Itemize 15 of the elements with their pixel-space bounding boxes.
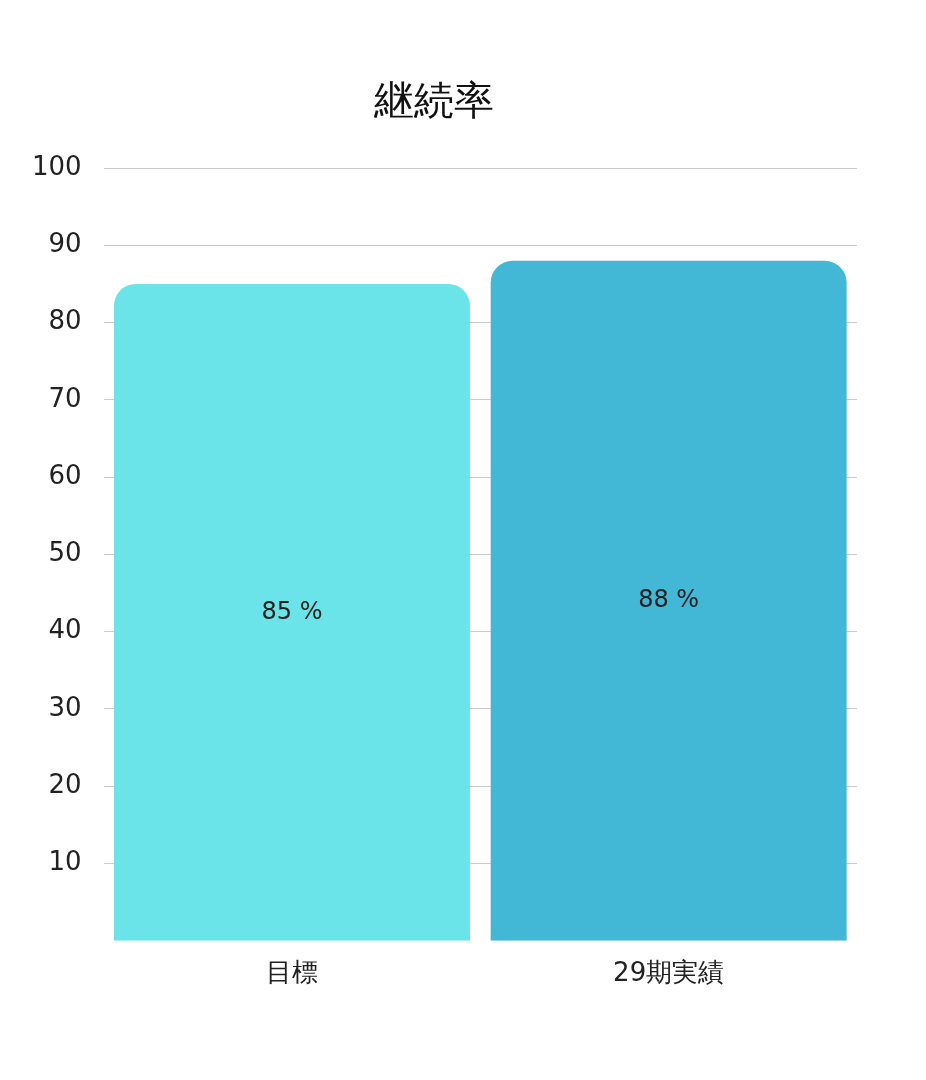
x-tick-label: 29期実績	[613, 957, 725, 988]
y-tick-label: 70	[48, 382, 82, 413]
y-tick-label: 10	[48, 846, 82, 877]
y-tick-label: 20	[48, 768, 82, 799]
x-tick-label: 目標	[265, 957, 318, 988]
data-label: 85 %	[261, 596, 323, 625]
y-tick-label: 80	[48, 305, 82, 336]
y-tick-label: 50	[48, 537, 82, 568]
y-tick-label: 90	[48, 228, 82, 259]
chart-title: 継続率	[372, 77, 494, 124]
data-label: 88 %	[638, 585, 700, 613]
y-tick-label: 100	[31, 150, 82, 181]
y-tick-label: 30	[48, 691, 82, 722]
y-tick-label: 40	[48, 614, 82, 645]
y-tick-label: 60	[48, 459, 82, 490]
